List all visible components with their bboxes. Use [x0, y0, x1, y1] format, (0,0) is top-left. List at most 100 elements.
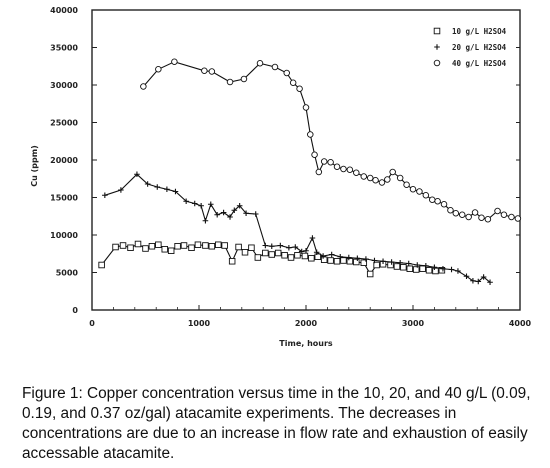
- data-point: [388, 259, 395, 265]
- data-point: [448, 266, 455, 273]
- legend-marker: [433, 59, 441, 67]
- series-line: [142, 61, 519, 220]
- x-tick-label: 4000: [509, 319, 532, 328]
- data-point: [208, 68, 216, 75]
- y-tick-label: 25000: [50, 119, 78, 128]
- data-point: [254, 254, 262, 261]
- data-point: [471, 209, 479, 216]
- data-point: [406, 265, 414, 273]
- data-point: [298, 248, 305, 255]
- data-point: [452, 209, 460, 217]
- data-point: [289, 79, 297, 86]
- data-point: [214, 211, 220, 218]
- data-point: [134, 171, 140, 178]
- data-point: [328, 251, 335, 258]
- y-tick-label: 30000: [50, 81, 78, 90]
- data-point: [372, 176, 379, 184]
- data-point: [419, 265, 426, 273]
- data-point: [281, 251, 288, 259]
- data-point: [112, 243, 119, 251]
- data-point: [274, 249, 282, 257]
- data-point: [412, 266, 420, 273]
- legend: 10 g/L H2SO4 20 g/L H2SO4 40 g/L H2SO4: [433, 27, 507, 68]
- data-point: [155, 65, 162, 73]
- x-tick-label: 1000: [188, 319, 211, 328]
- data-point: [514, 215, 522, 222]
- data-point: [252, 211, 259, 217]
- data-point: [188, 244, 195, 251]
- data-point: [183, 198, 189, 205]
- data-point: [301, 252, 309, 260]
- data-point: [240, 75, 248, 83]
- data-point: [277, 242, 284, 249]
- data-point: [470, 277, 476, 284]
- data-point: [373, 261, 380, 269]
- data-point: [438, 267, 446, 274]
- data-point: [416, 188, 423, 195]
- data-point: [286, 244, 292, 251]
- data-point: [478, 214, 485, 221]
- data-point: [292, 244, 299, 250]
- data-point: [423, 262, 429, 269]
- x-tick-label: 2000: [295, 319, 318, 328]
- series-line: [104, 173, 491, 283]
- chart: 0 1000 2000 3000 400005000100001500020000250…: [30, 6, 532, 348]
- data-point: [191, 200, 198, 207]
- data-point: [380, 258, 386, 265]
- data-point: [271, 63, 279, 71]
- data-point: [208, 242, 216, 250]
- data-point: [346, 166, 354, 173]
- data-point: [425, 267, 433, 274]
- data-point: [235, 243, 242, 251]
- data-point: [134, 240, 142, 248]
- legend-label: 20 g/L H2SO4: [452, 43, 507, 52]
- data-point: [241, 248, 249, 256]
- data-point: [327, 257, 334, 264]
- y-tick-label: 20000: [50, 156, 78, 165]
- data-point: [309, 235, 316, 241]
- data-point: [287, 254, 295, 261]
- data-point: [463, 273, 470, 280]
- data-point: [409, 185, 417, 193]
- data-point: [142, 245, 149, 252]
- data-point: [268, 243, 275, 250]
- data-point: [440, 200, 448, 208]
- data-point: [314, 253, 322, 260]
- legend-marker: [434, 44, 440, 50]
- data-point: [363, 256, 369, 262]
- data-point: [340, 165, 347, 173]
- data-point: [243, 210, 249, 217]
- data-point: [202, 217, 209, 224]
- data-point: [228, 258, 236, 265]
- axis-ticks: 0 1000 2000 3000 400005000100001500020000250…: [50, 6, 531, 328]
- data-point: [127, 244, 134, 251]
- data-point: [202, 242, 209, 249]
- data-point: [494, 207, 501, 215]
- data-point: [307, 131, 314, 138]
- data-point: [387, 261, 394, 269]
- data-point: [320, 158, 328, 165]
- data-point: [333, 258, 341, 265]
- data-point: [227, 214, 233, 220]
- series-circle: [140, 58, 522, 223]
- data-point: [311, 151, 318, 158]
- plot-frame: [91, 9, 521, 311]
- data-point: [378, 179, 386, 186]
- data-point: [340, 257, 347, 264]
- data-point: [302, 104, 310, 111]
- y-tick-label: 0: [72, 306, 78, 315]
- data-point: [346, 254, 352, 261]
- data-point: [384, 176, 391, 183]
- data-point: [465, 213, 472, 221]
- y-tick-label: 15000: [50, 194, 78, 203]
- data-point: [366, 174, 374, 182]
- data-point: [140, 83, 147, 90]
- data-point: [508, 213, 515, 221]
- data-point: [440, 265, 446, 272]
- legend-label: 10 g/L H2SO4: [452, 27, 507, 36]
- data-point: [236, 202, 243, 209]
- data-point: [447, 206, 454, 214]
- data-point: [262, 249, 269, 257]
- data-point: [403, 181, 410, 188]
- data-point: [434, 197, 441, 205]
